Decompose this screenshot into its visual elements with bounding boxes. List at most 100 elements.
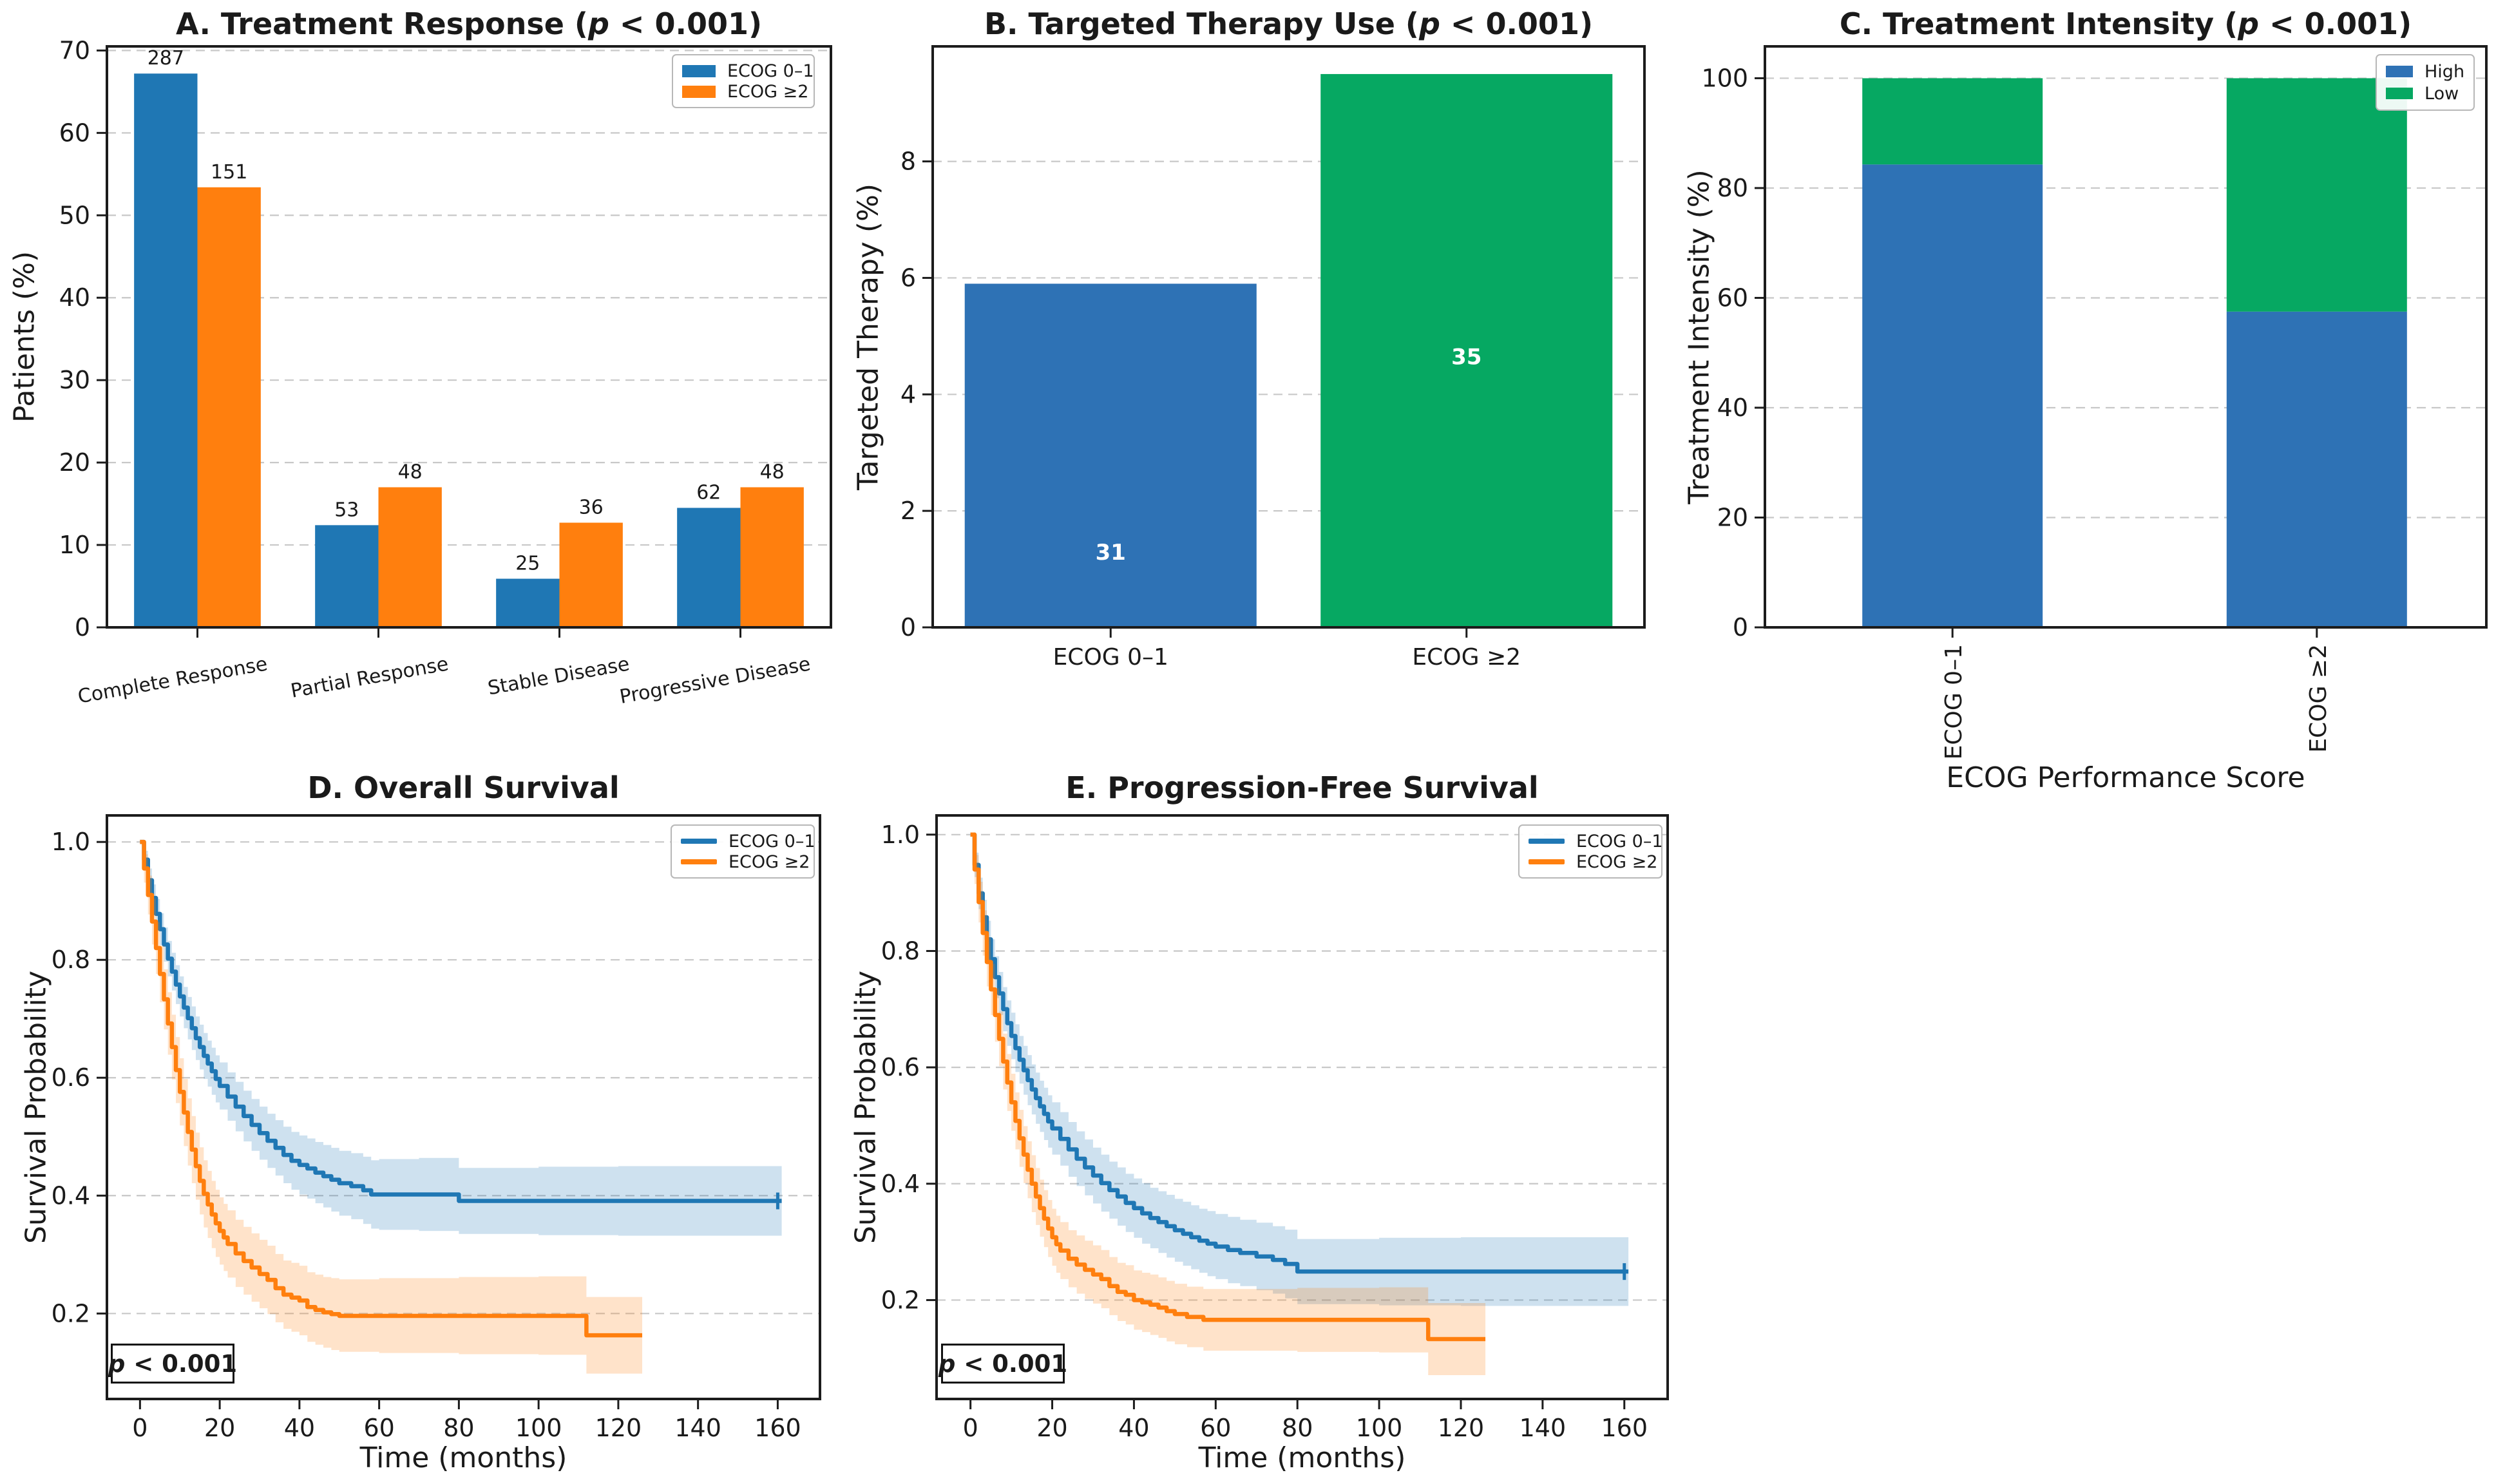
- svg-text:36: 36: [579, 497, 604, 519]
- low-swatch: [2386, 88, 2413, 99]
- svg-text:0: 0: [963, 1414, 978, 1442]
- svg-text:140: 140: [1520, 1414, 1567, 1442]
- svg-text:31: 31: [1096, 540, 1126, 566]
- svg-text:0.2: 0.2: [881, 1286, 920, 1314]
- panel-d-xlabel: Time (months): [359, 1441, 567, 1474]
- svg-text:50: 50: [59, 201, 90, 229]
- panel-d-legend: ECOG 0–1 ECOG ≥2: [671, 824, 815, 879]
- legend-item-ecog01: ECOG 0–1: [682, 61, 814, 81]
- panel-a-ylabel: Patients (%): [8, 251, 41, 423]
- svg-text:120: 120: [595, 1414, 642, 1442]
- svg-text:0.4: 0.4: [52, 1181, 90, 1210]
- legend-item-low: Low: [2386, 84, 2464, 104]
- panel-a-legend: ECOG 0–1 ECOG ≥2: [672, 54, 815, 108]
- panel-c-legend: High Low: [2376, 54, 2475, 111]
- legend-item-high: High: [2386, 62, 2464, 82]
- panel-d-pvalue-box: p < 0.001: [108, 1344, 237, 1384]
- panel-b-title: B. Targeted Therapy Use (p < 0.001): [984, 6, 1593, 41]
- svg-text:48: 48: [398, 461, 423, 483]
- svg-text:1.0: 1.0: [881, 821, 920, 849]
- svg-text:100: 100: [1701, 64, 1748, 92]
- svg-text:ECOG 0–1: ECOG 0–1: [1941, 644, 1967, 759]
- high-swatch: [2386, 66, 2413, 77]
- ecog2-line-swatch: [681, 859, 717, 864]
- svg-text:ECOG 0–1: ECOG 0–1: [1053, 644, 1168, 671]
- panel-b-ylabel: Targeted Therapy (%): [852, 183, 885, 491]
- panel-e-pvalue-box: p < 0.001: [938, 1344, 1067, 1384]
- svg-text:0.2: 0.2: [52, 1299, 90, 1327]
- svg-text:2: 2: [900, 497, 916, 525]
- svg-text:Partial Response: Partial Response: [289, 652, 450, 703]
- svg-text:20: 20: [59, 448, 90, 477]
- svg-text:8: 8: [900, 147, 916, 176]
- svg-text:Stable Disease: Stable Disease: [486, 652, 631, 699]
- panel-c-ylabel: Treatment Intensity (%): [1682, 169, 1716, 504]
- svg-text:40: 40: [59, 283, 90, 312]
- svg-text:48: 48: [760, 461, 785, 483]
- panel-e-legend: ECOG 0–1 ECOG ≥2: [1518, 824, 1663, 879]
- panel-c-title: C. Treatment Intensity (p < 0.001): [1839, 6, 2412, 41]
- legend-item-ecog01: ECOG 0–1: [1529, 832, 1663, 851]
- svg-text:151: 151: [211, 161, 247, 184]
- panel-e-ylabel: Survival Probability: [849, 971, 882, 1244]
- svg-text:0.8: 0.8: [881, 937, 920, 965]
- svg-text:20: 20: [1717, 503, 1748, 531]
- svg-text:30: 30: [59, 366, 90, 394]
- panel-c-xlabel: ECOG Performance Score: [1946, 761, 2305, 794]
- svg-text:Progressive Disease: Progressive Disease: [618, 652, 812, 709]
- svg-text:80: 80: [1282, 1414, 1313, 1442]
- svg-text:160: 160: [754, 1414, 801, 1442]
- legend-item-ecog2: ECOG ≥2: [1529, 852, 1657, 872]
- svg-text:287: 287: [148, 47, 184, 70]
- svg-text:0: 0: [132, 1414, 148, 1442]
- legend-item-ecog2: ECOG ≥2: [682, 82, 808, 102]
- ecog01-line-swatch: [681, 839, 717, 844]
- legend-item-ecog2: ECOG ≥2: [681, 852, 810, 872]
- svg-text:40: 40: [284, 1414, 315, 1442]
- svg-text:4: 4: [900, 380, 916, 408]
- svg-text:1.0: 1.0: [52, 828, 90, 856]
- svg-text:140: 140: [674, 1414, 721, 1442]
- svg-text:60: 60: [1200, 1414, 1231, 1442]
- svg-text:0.8: 0.8: [52, 946, 90, 974]
- svg-text:Complete Response: Complete Response: [76, 652, 269, 708]
- svg-text:20: 20: [204, 1414, 235, 1442]
- svg-text:60: 60: [1717, 283, 1748, 312]
- svg-text:100: 100: [1356, 1414, 1403, 1442]
- svg-text:62: 62: [696, 481, 721, 504]
- svg-text:0.6: 0.6: [52, 1063, 90, 1092]
- svg-text:60: 60: [363, 1414, 394, 1442]
- svg-text:ECOG ≥2: ECOG ≥2: [2305, 644, 2332, 753]
- svg-text:0.6: 0.6: [881, 1053, 920, 1081]
- svg-text:6: 6: [900, 263, 916, 292]
- svg-text:120: 120: [1438, 1414, 1485, 1442]
- svg-text:80: 80: [1717, 174, 1748, 202]
- svg-text:10: 10: [59, 531, 90, 559]
- svg-text:160: 160: [1601, 1414, 1648, 1442]
- ecog01-swatch: [682, 64, 716, 77]
- svg-text:0: 0: [900, 613, 916, 642]
- panel-e-xlabel: Time (months): [1198, 1441, 1406, 1474]
- svg-text:0.4: 0.4: [881, 1170, 920, 1198]
- ecog2-line-swatch: [1529, 859, 1565, 864]
- panel-a-title: A. Treatment Response (p < 0.001): [175, 6, 762, 41]
- svg-text:25: 25: [515, 553, 540, 575]
- svg-text:53: 53: [334, 499, 359, 521]
- svg-text:60: 60: [59, 119, 90, 147]
- svg-text:0: 0: [1733, 613, 1748, 642]
- svg-text:0: 0: [75, 613, 90, 642]
- panel-d-title: D. Overall Survival: [307, 770, 620, 805]
- svg-text:40: 40: [1717, 394, 1748, 422]
- svg-text:40: 40: [1118, 1414, 1149, 1442]
- panel-e-title: E. Progression-Free Survival: [1065, 770, 1539, 805]
- panel-d-ylabel: Survival Probability: [19, 971, 53, 1244]
- legend-item-ecog01: ECOG 0–1: [681, 832, 815, 851]
- svg-text:35: 35: [1451, 344, 1481, 370]
- svg-text:80: 80: [443, 1414, 474, 1442]
- svg-text:100: 100: [515, 1414, 562, 1442]
- svg-text:ECOG ≥2: ECOG ≥2: [1412, 644, 1521, 671]
- svg-text:70: 70: [59, 36, 90, 64]
- svg-text:20: 20: [1036, 1414, 1067, 1442]
